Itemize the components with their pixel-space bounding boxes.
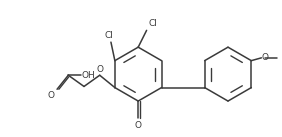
Text: Cl: Cl [148,19,157,28]
Text: O: O [262,53,269,62]
Text: O: O [96,65,103,74]
Text: Cl: Cl [105,31,114,40]
Text: O: O [135,121,142,130]
Text: OH: OH [82,71,96,80]
Text: O: O [48,91,55,100]
